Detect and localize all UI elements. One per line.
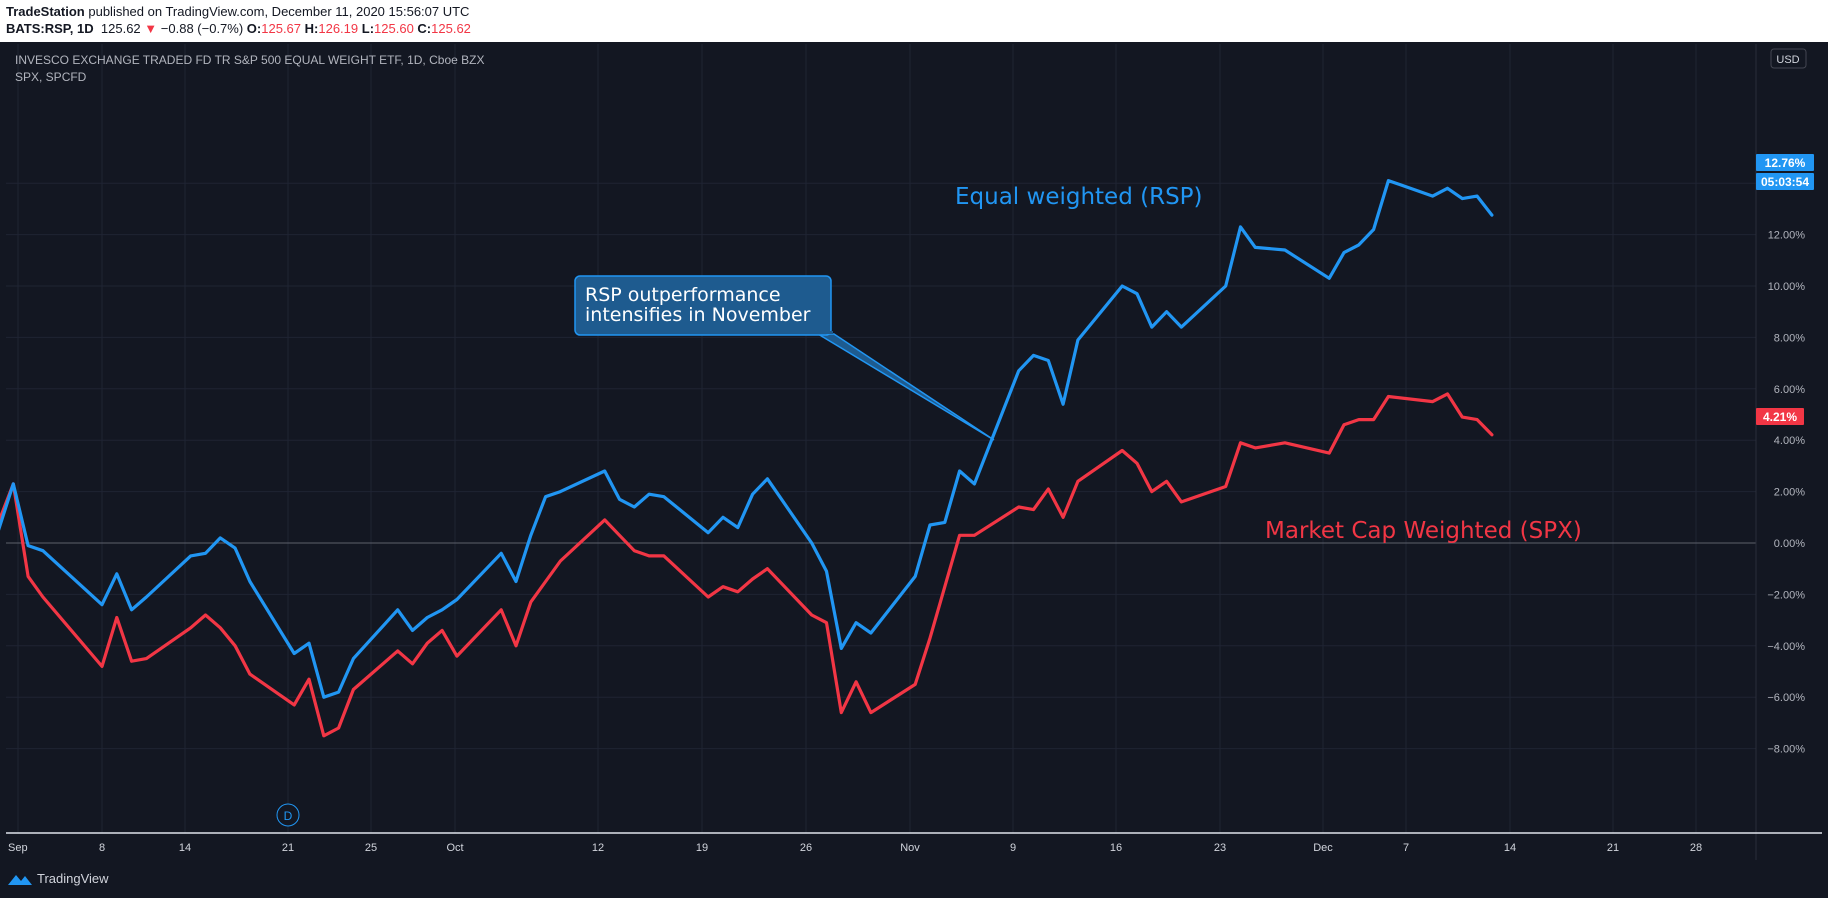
y-tick-label: 0.00% [1774, 538, 1805, 550]
publisher-name[interactable]: TradeStation [6, 4, 85, 19]
x-tick-label: 16 [1110, 842, 1122, 854]
low-value: 125.60 [374, 21, 414, 36]
x-tick-label: 12 [592, 842, 604, 854]
spx-annotation[interactable]: Market Cap Weighted (SPX) [1265, 518, 1582, 544]
high-value: 126.19 [318, 21, 359, 36]
grid-lines [6, 44, 1756, 833]
change-arrow-icon: ▼ [144, 21, 158, 36]
publish-header: TradeStation published on TradingView.co… [0, 0, 1828, 42]
low-label: L: [361, 21, 375, 36]
legend-main[interactable]: INVESCO EXCHANGE TRADED FD TR S&P 500 EQ… [15, 53, 484, 67]
dividend-marker[interactable]: D [276, 803, 300, 827]
time-scale: Sep 8 14 21 25 Oct 12 19 26 Nov 9 16 23 Dec 7 14 21 28 [8, 842, 1702, 854]
y-tick-label: 6.00% [1774, 384, 1805, 396]
x-tick-label: 8 [99, 842, 105, 854]
price-change: −0.88 (−0.7%) [160, 21, 244, 36]
published-text: published on TradingView.com, December 1… [84, 4, 470, 19]
spx-series-line[interactable] [0, 392, 1494, 738]
x-tick-label: 26 [800, 842, 812, 854]
callout-line-2: intensifies in November [585, 304, 811, 326]
rsp-price-tag-value: 12.76% [1765, 156, 1806, 170]
dividend-marker-label: D [284, 809, 293, 823]
x-tick-label: 23 [1214, 842, 1226, 854]
y-tick-label: −4.00% [1767, 641, 1805, 653]
currency-label: USD [1776, 54, 1799, 66]
y-tick-label: 12.00% [1768, 230, 1806, 242]
x-tick-label: 7 [1403, 842, 1409, 854]
rsp-annotation[interactable]: Equal weighted (RSP) [955, 184, 1203, 210]
callout[interactable]: RSP outperformance intensifies in Novemb… [574, 275, 995, 441]
close-label: C: [417, 21, 432, 36]
chart-area[interactable] [6, 44, 1822, 860]
callout-line-1: RSP outperformance [585, 284, 781, 306]
x-tick-label: 25 [365, 842, 377, 854]
tradingview-icon [8, 874, 32, 885]
rsp-price-tag: 12.76% 05:03:54 [1756, 154, 1814, 190]
y-tick-label: 4.00% [1774, 435, 1805, 447]
legend-compare[interactable]: SPX, SPCFD [15, 70, 87, 84]
rsp-series-line[interactable] [0, 179, 1494, 699]
rsp-price-tag-box [1756, 154, 1814, 171]
y-tick-label: −8.00% [1767, 744, 1805, 756]
price-scale: 14.00%12.00%10.00%8.00%6.00%4.00%2.00%0.… [1767, 178, 1805, 755]
y-tick-label: 10.00% [1768, 281, 1806, 293]
open-value: 125.67 [261, 21, 302, 36]
spx-price-tag-value: 4.21% [1763, 410, 1797, 424]
y-tick-label: 2.00% [1774, 487, 1805, 499]
spx-price-tag: 4.21% [1756, 408, 1804, 425]
callout-pointer [815, 333, 995, 441]
countdown-tag-value: 05:03:54 [1761, 175, 1809, 189]
currency-button-box [1770, 48, 1807, 69]
callout-seam [819, 331, 833, 334]
y-tick-label: −2.00% [1767, 589, 1805, 601]
currency-button[interactable]: USD [1770, 48, 1807, 69]
x-tick-label: 14 [179, 842, 191, 854]
callout-box [574, 275, 832, 336]
footer-bar [0, 862, 1828, 898]
close-value: 125.62 [431, 21, 471, 36]
x-tick-label: Nov [900, 842, 920, 854]
countdown-tag-box [1756, 173, 1814, 190]
x-tick-label: 21 [282, 842, 294, 854]
y-tick-label: 8.00% [1774, 332, 1805, 344]
x-tick-label: Oct [446, 842, 463, 854]
high-label: H: [304, 21, 319, 36]
ohlc-line: BATS:RSP, 1D 125.62 ▼ −0.88 (−0.7%) O:12… [6, 21, 471, 36]
x-tick-label: 21 [1607, 842, 1619, 854]
symbol-label: BATS:RSP, 1D [6, 21, 94, 36]
open-label: O: [246, 21, 262, 36]
x-tick-label: Dec [1313, 842, 1333, 854]
y-tick-label: −6.00% [1767, 692, 1805, 704]
x-tick-label: 14 [1504, 842, 1516, 854]
x-tick-label: 19 [696, 842, 708, 854]
tradingview-brand: TradingView [37, 871, 109, 886]
publish-line: TradeStation published on TradingView.co… [6, 4, 469, 19]
tradingview-logo[interactable]: TradingView [8, 871, 109, 886]
x-tick-label: 9 [1010, 842, 1016, 854]
spx-price-tag-box [1756, 408, 1804, 425]
dividend-marker-circle [276, 803, 300, 827]
x-tick-label: Sep [8, 842, 28, 854]
last-price: 125.62 [100, 21, 141, 36]
x-tick-label: 28 [1690, 842, 1702, 854]
